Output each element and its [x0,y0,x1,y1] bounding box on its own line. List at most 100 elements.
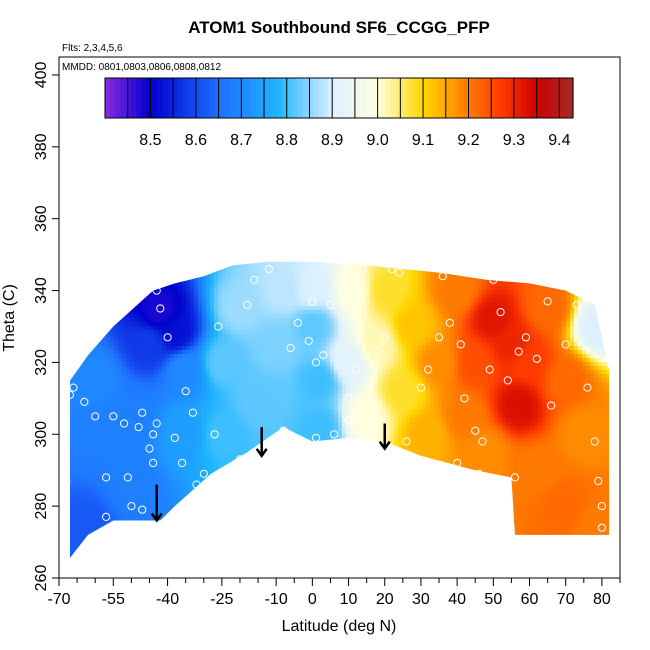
heatmap-cell [318,330,323,335]
heatmap-cell [118,338,123,343]
heatmap-cell [370,366,375,371]
heatmap-cell [514,358,519,363]
heatmap-cell [198,354,203,359]
heatmap-cell [350,318,355,323]
heatmap-cell [594,330,599,335]
heatmap-cell [170,358,175,363]
heatmap-cell [210,334,215,339]
heatmap-cell [182,362,187,367]
heatmap-cell [106,270,111,275]
heatmap-cell [514,338,519,343]
heatmap-cell [446,298,451,303]
heatmap-cell [194,346,199,351]
heatmap-cell [498,250,503,255]
heatmap-cell [78,286,83,291]
heatmap-cell [274,354,279,359]
heatmap-cell [466,330,471,335]
heatmap-cell [426,262,431,267]
heatmap-cell [278,374,283,379]
heatmap-cell [446,322,451,327]
heatmap-cell [234,338,239,343]
heatmap-cell [298,306,303,311]
heatmap-cell [242,318,247,323]
heatmap-cell [150,246,155,251]
heatmap-cell [414,334,419,339]
heatmap-cell [202,334,207,339]
heatmap-cell [158,250,163,255]
heatmap-cell [226,354,231,359]
heatmap-cell [554,266,559,271]
heatmap-cell [182,338,187,343]
heatmap-cell [86,350,91,355]
heatmap-cell [338,246,343,251]
heatmap-cell [218,242,223,247]
heatmap-cell [430,261,435,263]
heatmap-cell [394,242,399,247]
heatmap-cell [550,330,555,335]
heatmap-cell [442,306,447,311]
heatmap-cell [414,346,419,351]
heatmap-cell [474,278,479,283]
heatmap-cell [78,294,83,299]
heatmap-cell [174,261,179,263]
heatmap-cell [118,302,123,307]
heatmap-cell [318,270,323,275]
heatmap-cell [502,354,507,359]
heatmap-cell [338,362,343,367]
heatmap-cell [118,234,123,239]
heatmap-cell [486,278,491,283]
heatmap-cell [530,234,535,239]
heatmap-cell [362,274,367,279]
heatmap-cell [354,338,359,343]
heatmap-cell [426,298,431,303]
heatmap-cell [134,366,139,371]
heatmap-cell [390,278,395,283]
heatmap-cell [502,270,507,275]
heatmap-cell [454,318,459,323]
heatmap-cell [602,370,607,375]
heatmap-cell [250,350,255,355]
heatmap-cell [294,366,299,371]
heatmap-cell [262,374,267,379]
heatmap-cell [138,338,143,343]
heatmap-cell [394,330,399,335]
heatmap-cell [582,254,587,259]
heatmap-cell [138,306,143,311]
heatmap-cell [378,322,383,327]
heatmap-cell [82,334,87,339]
heatmap-cell [362,246,367,251]
heatmap-cell [370,254,375,259]
heatmap-cell [474,282,479,287]
heatmap-cell [582,350,587,355]
heatmap-cell [126,330,131,335]
heatmap-cell [386,261,391,263]
heatmap-cell [406,334,411,339]
heatmap-cell [406,254,411,259]
heatmap-cell [570,298,575,303]
heatmap-cell [122,262,127,267]
heatmap-cell [498,266,503,271]
heatmap-cell [446,350,451,355]
heatmap-cell [450,238,455,243]
heatmap-cell [574,302,579,307]
heatmap-cell [414,326,419,331]
heatmap-cell [234,314,239,319]
heatmap-cell [90,290,95,295]
heatmap-cell [446,374,451,379]
heatmap-cell [566,306,571,311]
heatmap-cell [98,261,103,263]
heatmap-cell [550,266,555,271]
heatmap-cell [398,370,403,375]
heatmap-cell [414,290,419,295]
heatmap-cell [434,266,439,271]
heatmap-cell [186,374,191,379]
heatmap-cell [186,254,191,259]
heatmap-cell [238,254,243,259]
heatmap-cell [262,314,267,319]
heatmap-cell [138,326,143,331]
heatmap-cell [526,302,531,307]
heatmap-cell [182,246,187,251]
heatmap-cell [246,330,251,335]
heatmap-cell [458,322,463,327]
heatmap-cell [214,310,219,315]
